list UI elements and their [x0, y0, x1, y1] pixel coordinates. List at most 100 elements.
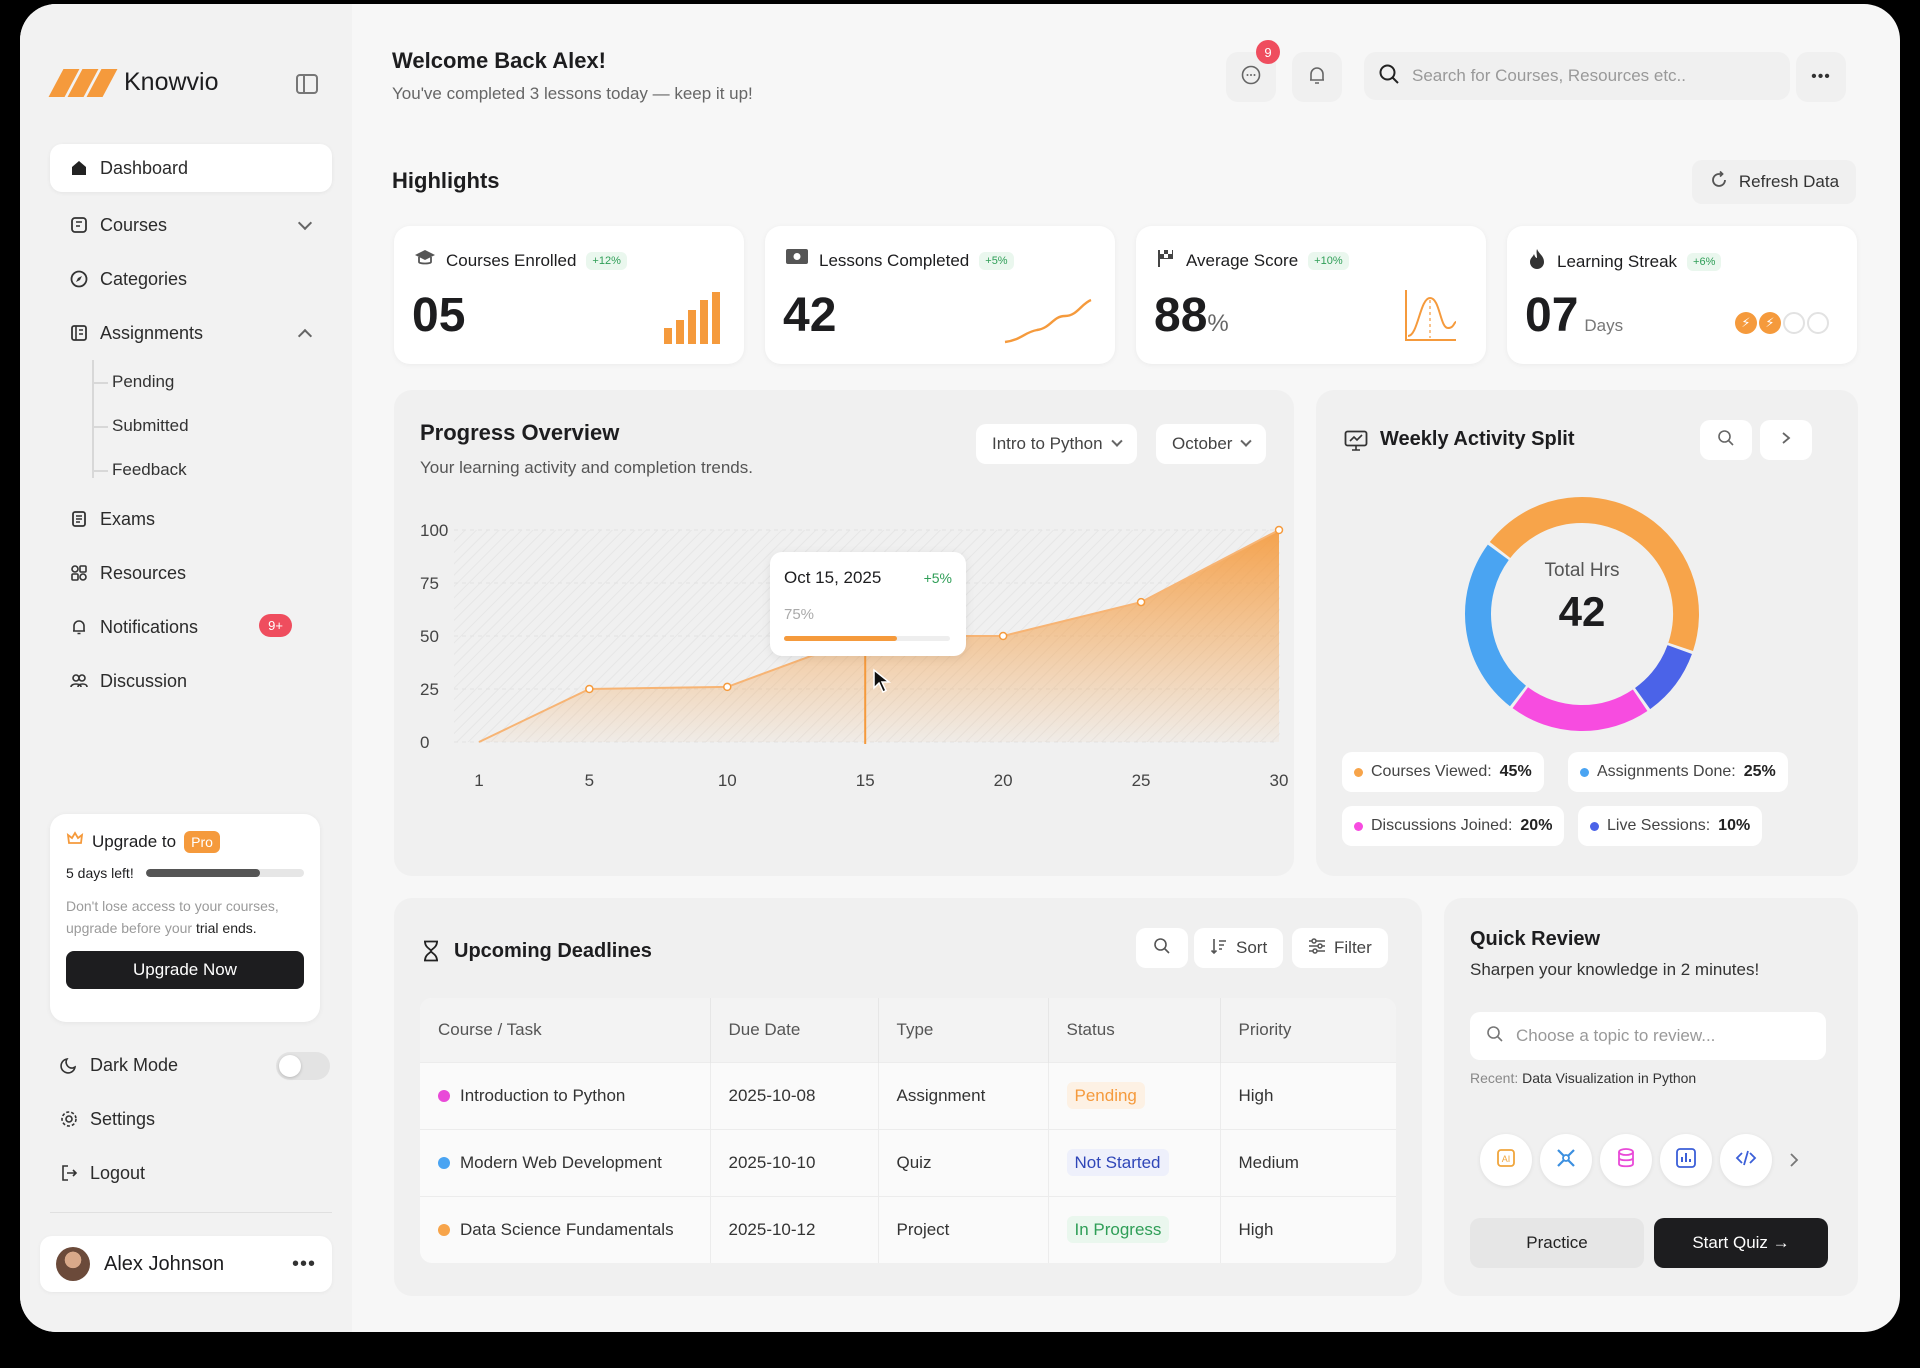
sidebar-subitem-submitted[interactable]: Submitted	[92, 404, 332, 448]
highlight-header: Average Score +10%	[1156, 248, 1349, 273]
sidebar-item-exams[interactable]: Exams	[50, 492, 332, 546]
table-row[interactable]: Introduction to Python 2025-10-08 Assignme…	[420, 1061, 1396, 1129]
column-header[interactable]: Priority	[1220, 998, 1396, 1062]
upgrade-now-button[interactable]: Upgrade Now	[66, 951, 304, 989]
sidebar-item-resources[interactable]: Resources	[50, 546, 332, 600]
tooltip-bar-fill	[784, 636, 897, 641]
upgrade-text: Don't lose access to your courses, upgra…	[66, 895, 304, 939]
exam-icon	[70, 510, 88, 528]
column-header[interactable]: Due Date	[710, 998, 879, 1062]
data-point[interactable]	[723, 682, 732, 692]
course-filter-dropdown[interactable]: Intro to Python	[976, 424, 1137, 464]
users-icon	[70, 672, 88, 690]
sidebar-item-dashboard[interactable]: Dashboard	[50, 144, 332, 192]
data-point[interactable]	[585, 684, 594, 694]
topic-search-field[interactable]: Choose a topic to review...	[1470, 1012, 1826, 1060]
notifications-button[interactable]	[1292, 52, 1342, 102]
user-profile[interactable]: Alex Johnson •••	[40, 1236, 332, 1292]
sidebar-toggle-icon[interactable]	[296, 74, 318, 94]
sidebar-subitem-feedback[interactable]: Feedback	[92, 448, 332, 492]
donut-slice[interactable]	[1452, 484, 1712, 744]
chevron-right-icon[interactable]	[1788, 1152, 1800, 1173]
assignments-icon	[70, 324, 88, 342]
tooltip-date: Oct 15, 2025	[784, 568, 882, 587]
legend-dot	[1580, 767, 1589, 777]
topic-ai-button[interactable]: AI	[1480, 1134, 1532, 1186]
sort-button[interactable]: Sort	[1194, 928, 1284, 968]
activity-next-button[interactable]	[1760, 420, 1812, 460]
upgrade-text-main: Don't lose access to your courses, upgra…	[66, 898, 279, 936]
search-icon	[1717, 429, 1735, 452]
column-header[interactable]: Course / Task	[420, 998, 711, 1062]
table-row[interactable]: Modern Web Development 2025-10-10 Quiz Not …	[420, 1128, 1396, 1196]
dark-mode-toggle[interactable]	[276, 1052, 330, 1080]
flame-icon	[1527, 248, 1547, 275]
more-menu-button[interactable]: •••	[1796, 52, 1846, 102]
legend-value: 20%	[1520, 817, 1553, 834]
course-name: Modern Web Development	[460, 1152, 662, 1172]
sort-label: Sort	[1236, 938, 1268, 957]
highlights-title: Highlights	[392, 168, 500, 193]
submenu-line	[92, 360, 94, 478]
topic-tools-button[interactable]	[1540, 1134, 1592, 1186]
donut-slice[interactable]	[1452, 484, 1712, 744]
sidebar-item-notifications[interactable]: Notifications 9+	[50, 600, 332, 654]
sidebar-divider	[50, 1212, 332, 1213]
chevron-down-icon	[1240, 435, 1253, 447]
sidebar-item-logout[interactable]: Logout	[50, 1146, 332, 1200]
status-cell: Not Started	[1048, 1128, 1221, 1196]
topic-database-button[interactable]	[1600, 1134, 1652, 1186]
column-header[interactable]: Status	[1048, 998, 1221, 1062]
user-name: Alex Johnson	[104, 1252, 225, 1275]
practice-button[interactable]: Practice	[1470, 1218, 1644, 1268]
chevron-down-icon[interactable]	[297, 215, 313, 231]
column-header[interactable]: Type	[878, 998, 1049, 1062]
data-point[interactable]	[1136, 597, 1146, 607]
topic-analytics-button[interactable]	[1660, 1134, 1712, 1186]
sidebar-item-discussion[interactable]: Discussion	[50, 654, 332, 708]
x-tick-label: 1	[474, 771, 483, 790]
trial-progress-bar	[145, 869, 304, 877]
gear-icon	[60, 1110, 78, 1128]
activity-search-button[interactable]	[1700, 420, 1752, 460]
type-cell: Assignment	[878, 1061, 1049, 1129]
data-point[interactable]	[1274, 525, 1284, 535]
bell-icon	[70, 618, 88, 636]
topic-code-button[interactable]	[1720, 1134, 1772, 1186]
brand[interactable]: Knowvio	[48, 68, 219, 97]
messages-button[interactable]: 9	[1226, 40, 1280, 102]
y-tick-label: 25	[420, 680, 439, 699]
sidebar-item-categories[interactable]: Categories	[50, 252, 332, 306]
sidebar-item-assignments[interactable]: Assignments	[50, 306, 332, 360]
search-icon	[1153, 937, 1171, 960]
search-bar[interactable]	[1364, 52, 1790, 100]
sidebar-subitem-pending[interactable]: Pending	[92, 360, 332, 404]
search-icon	[1486, 1025, 1504, 1048]
x-tick-label: 5	[585, 771, 594, 790]
sidebar-item-courses[interactable]: Courses	[50, 198, 332, 252]
deadlines-search-button[interactable]	[1136, 928, 1188, 968]
table-row[interactable]: Data Science Fundamentals 2025-10-12 Proje…	[420, 1195, 1396, 1263]
start-quiz-button[interactable]: Start Quiz →	[1654, 1218, 1828, 1268]
filter-button[interactable]: Filter	[1292, 928, 1388, 968]
course-name: Data Science Fundamentals	[460, 1219, 674, 1239]
data-point[interactable]	[998, 631, 1008, 641]
legend-label: Assignments Done:	[1597, 763, 1736, 780]
month-filter-dropdown[interactable]: October	[1156, 424, 1267, 464]
more-options-icon[interactable]: •••	[291, 1252, 316, 1275]
donut-slice[interactable]	[1452, 484, 1712, 744]
due-date-cell: 2025-10-08	[710, 1061, 879, 1129]
search-input[interactable]	[1412, 66, 1752, 86]
priority-cell: Medium	[1220, 1128, 1396, 1196]
change-badge: +12%	[586, 251, 627, 270]
sidebar-item-label: Courses	[100, 214, 168, 235]
sidebar-item-label: Assignments	[100, 322, 204, 343]
donut-center-label: Total Hrs	[1544, 560, 1620, 581]
highlight-label: Courses Enrolled	[446, 250, 577, 270]
chevron-up-icon[interactable]	[297, 328, 313, 344]
sidebar-item-settings[interactable]: Settings	[50, 1092, 332, 1146]
sidebar-nav: Dashboard Courses Categories Assignmen	[50, 144, 332, 708]
highlight-unit: %	[1207, 310, 1229, 337]
refresh-button[interactable]: Refresh Data	[1692, 160, 1856, 204]
cursor-icon	[873, 668, 892, 694]
